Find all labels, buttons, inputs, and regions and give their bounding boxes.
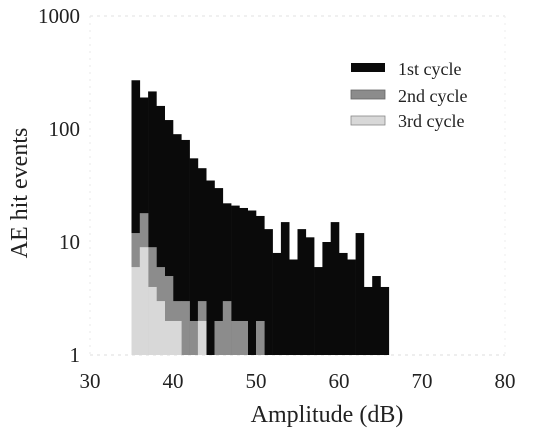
legend-swatch-2nd-cycle (350, 89, 386, 100)
y-tick-label-100: 100 (49, 117, 81, 141)
bar-1st-cycle-51 (264, 229, 273, 355)
bar-1st-cycle-44 (206, 180, 215, 355)
bar-2nd-cycle-42 (189, 320, 199, 355)
x-tick-label-60: 60 (329, 369, 350, 393)
bar-3rd-cycle-39 (164, 320, 174, 355)
x-tick-label-30: 30 (80, 369, 101, 393)
bar-2nd-cycle-46 (222, 301, 232, 355)
bar-1st-cycle-54 (289, 259, 298, 355)
bar-1st-cycle-55 (297, 229, 307, 355)
y-axis-label: AE hit events (7, 128, 33, 259)
bar-1st-cycle-42 (189, 158, 199, 355)
bar-1st-cycle-56 (305, 237, 315, 355)
bar-3rd-cycle-37 (148, 286, 157, 355)
bar-1st-cycle-50 (256, 215, 265, 355)
bar-3rd-cycle-35 (131, 267, 141, 355)
bar-1st-cycle-62 (355, 233, 365, 355)
bar-1st-cycle-53 (280, 222, 290, 355)
bar-2nd-cycle-48 (239, 320, 248, 355)
plot-frame (89, 15, 506, 356)
bar-1st-cycle-38 (156, 105, 165, 356)
bar-2nd-cycle-39 (164, 276, 174, 355)
y-tick-label-10: 10 (59, 230, 80, 254)
legend-swatch-1st-cycle (351, 63, 385, 72)
y-tick-label-1: 1 (70, 343, 81, 367)
legend-label-2nd-cycle: 2nd cycle (398, 86, 467, 106)
bar-3rd-cycle-43 (197, 320, 207, 355)
x-tick-label-80: 80 (495, 369, 516, 393)
bar-1st-cycle-41 (181, 139, 190, 355)
series-3rd-cycle (131, 247, 207, 355)
bar-1st-cycle-43 (197, 168, 207, 355)
legend-swatch-3rd-cycle (350, 115, 386, 126)
bar-1st-cycle-61 (347, 259, 356, 355)
legend-label-1st-cycle: 1st cycle (398, 59, 461, 79)
x-tick-label-50: 50 (246, 369, 267, 393)
bar-3rd-cycle-38 (156, 301, 165, 355)
bar-series-group (131, 80, 390, 356)
y-tick-label-1000: 1000 (38, 4, 80, 28)
bar-1st-cycle-37 (148, 91, 157, 356)
y-tick-labels: 1 10 100 1000 (38, 4, 80, 367)
bar-1st-cycle-46 (222, 203, 232, 355)
bar-1st-cycle-52 (272, 252, 282, 355)
legend: 1st cycle 2nd cycle 3rd cycle (350, 59, 467, 131)
x-axis-label: Amplitude (dB) (251, 402, 404, 428)
legend-label-3rd-cycle: 3rd cycle (398, 111, 464, 131)
bar-1st-cycle-63 (363, 286, 373, 355)
bar-1st-cycle-35 (131, 80, 141, 355)
bar-1st-cycle-60 (339, 252, 348, 355)
bar-2nd-cycle-50 (256, 320, 265, 355)
x-tick-labels: 30 40 50 60 70 80 (80, 369, 516, 393)
bar-2nd-cycle-41 (181, 301, 190, 355)
bar-3rd-cycle-36 (139, 247, 149, 355)
bar-1st-cycle-47 (231, 205, 240, 355)
x-tick-label-40: 40 (163, 369, 184, 393)
bar-3rd-cycle-40 (173, 320, 182, 355)
bar-2nd-cycle-47 (231, 320, 240, 355)
bar-1st-cycle-64 (372, 276, 381, 355)
bar-2nd-cycle-45 (214, 320, 224, 355)
bar-1st-cycle-57 (314, 267, 323, 355)
bar-1st-cycle-49 (247, 210, 257, 355)
bar-1st-cycle-58 (322, 242, 331, 355)
bar-1st-cycle-39 (164, 120, 174, 355)
bar-1st-cycle-59 (330, 222, 340, 355)
bar-1st-cycle-65 (380, 286, 390, 355)
bar-1st-cycle-48 (239, 207, 248, 355)
x-tick-label-70: 70 (412, 369, 433, 393)
bar-1st-cycle-45 (214, 188, 224, 355)
bar-1st-cycle-40 (173, 134, 182, 355)
